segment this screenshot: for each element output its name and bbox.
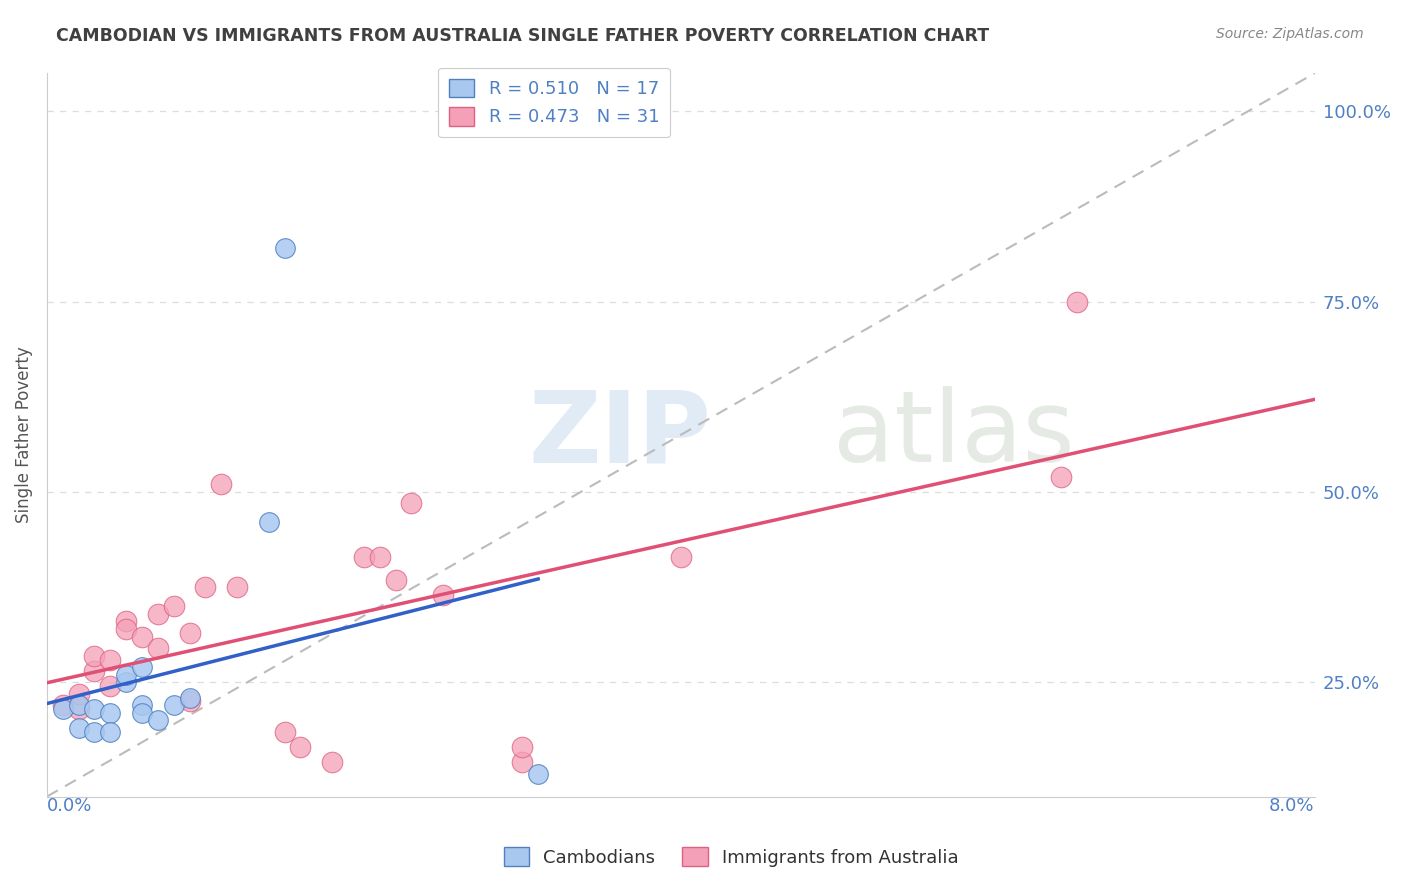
Point bbox=[510, 756, 533, 770]
Point bbox=[83, 648, 105, 663]
Point bbox=[146, 714, 169, 728]
Point bbox=[83, 664, 105, 678]
Point bbox=[115, 667, 138, 681]
Point bbox=[131, 698, 153, 713]
Point bbox=[209, 477, 232, 491]
Point bbox=[67, 721, 90, 735]
Point bbox=[83, 724, 105, 739]
Point bbox=[179, 694, 201, 708]
Point bbox=[290, 740, 312, 755]
Point bbox=[98, 706, 121, 720]
Point bbox=[115, 622, 138, 636]
Y-axis label: Single Father Poverty: Single Father Poverty bbox=[15, 346, 32, 524]
Point bbox=[368, 549, 391, 564]
Point bbox=[67, 702, 90, 716]
Legend: R = 0.510   N = 17, R = 0.473   N = 31: R = 0.510 N = 17, R = 0.473 N = 31 bbox=[439, 68, 671, 137]
Point bbox=[273, 241, 295, 255]
Text: Source: ZipAtlas.com: Source: ZipAtlas.com bbox=[1216, 27, 1364, 41]
Point bbox=[131, 630, 153, 644]
Point bbox=[163, 599, 186, 614]
Point bbox=[67, 698, 90, 713]
Legend: Cambodians, Immigrants from Australia: Cambodians, Immigrants from Australia bbox=[496, 840, 966, 874]
Point bbox=[115, 615, 138, 629]
Point bbox=[52, 698, 75, 713]
Point bbox=[98, 652, 121, 666]
Point bbox=[257, 516, 280, 530]
Point bbox=[131, 706, 153, 720]
Point bbox=[98, 679, 121, 693]
Point bbox=[163, 698, 186, 713]
Text: CAMBODIAN VS IMMIGRANTS FROM AUSTRALIA SINGLE FATHER POVERTY CORRELATION CHART: CAMBODIAN VS IMMIGRANTS FROM AUSTRALIA S… bbox=[56, 27, 990, 45]
Point bbox=[98, 724, 121, 739]
Point bbox=[384, 573, 406, 587]
Point bbox=[273, 724, 295, 739]
Point bbox=[115, 675, 138, 690]
Point bbox=[321, 756, 343, 770]
Point bbox=[432, 588, 454, 602]
Point bbox=[669, 549, 692, 564]
Point bbox=[194, 580, 217, 594]
Point bbox=[353, 549, 375, 564]
Point bbox=[1050, 469, 1073, 483]
Point bbox=[52, 702, 75, 716]
Text: atlas: atlas bbox=[832, 386, 1074, 483]
Point bbox=[510, 740, 533, 755]
Text: 8.0%: 8.0% bbox=[1270, 797, 1315, 814]
Point bbox=[146, 641, 169, 656]
Point bbox=[83, 702, 105, 716]
Point bbox=[179, 625, 201, 640]
Point bbox=[179, 690, 201, 705]
Point bbox=[131, 660, 153, 674]
Point bbox=[146, 607, 169, 621]
Text: 0.0%: 0.0% bbox=[46, 797, 93, 814]
Point bbox=[1066, 294, 1088, 309]
Text: ZIP: ZIP bbox=[529, 386, 711, 483]
Point bbox=[401, 496, 423, 510]
Point bbox=[67, 687, 90, 701]
Point bbox=[226, 580, 249, 594]
Point bbox=[527, 766, 550, 780]
